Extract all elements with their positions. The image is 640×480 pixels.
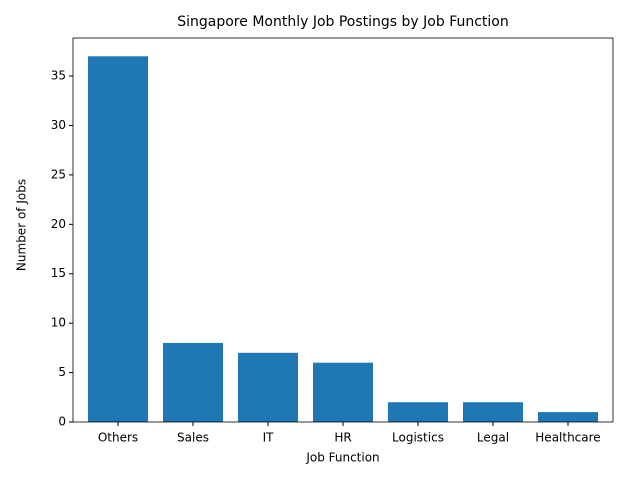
- y-tick-label: 30: [51, 118, 66, 132]
- y-tick-label: 35: [51, 69, 66, 83]
- x-tick-label: HR: [334, 431, 351, 445]
- y-tick-label: 5: [58, 365, 66, 379]
- bar: [88, 56, 148, 423]
- bar: [538, 412, 598, 422]
- x-tick-label: Others: [98, 431, 138, 445]
- x-tick-label: Legal: [477, 431, 509, 445]
- bar: [238, 352, 298, 422]
- y-tick-label: 25: [51, 167, 66, 181]
- x-tick-label: Logistics: [392, 431, 444, 445]
- y-tick-label: 15: [51, 266, 66, 280]
- y-tick-label: 0: [58, 415, 66, 429]
- y-axis-label: Number of Jobs: [15, 179, 29, 271]
- x-tick-label: IT: [263, 431, 275, 445]
- x-tick-label: Healthcare: [535, 431, 600, 445]
- y-tick-label: 20: [51, 217, 66, 231]
- bar: [163, 342, 223, 422]
- chart-title: Singapore Monthly Job Postings by Job Fu…: [177, 14, 509, 30]
- x-tick-label: Sales: [177, 431, 209, 445]
- bar: [463, 402, 523, 422]
- axes-frame: [72, 37, 614, 423]
- bar: [313, 362, 373, 422]
- y-tick-label: 10: [51, 316, 66, 330]
- x-axis-label: Job Function: [305, 451, 379, 465]
- bar: [388, 402, 448, 422]
